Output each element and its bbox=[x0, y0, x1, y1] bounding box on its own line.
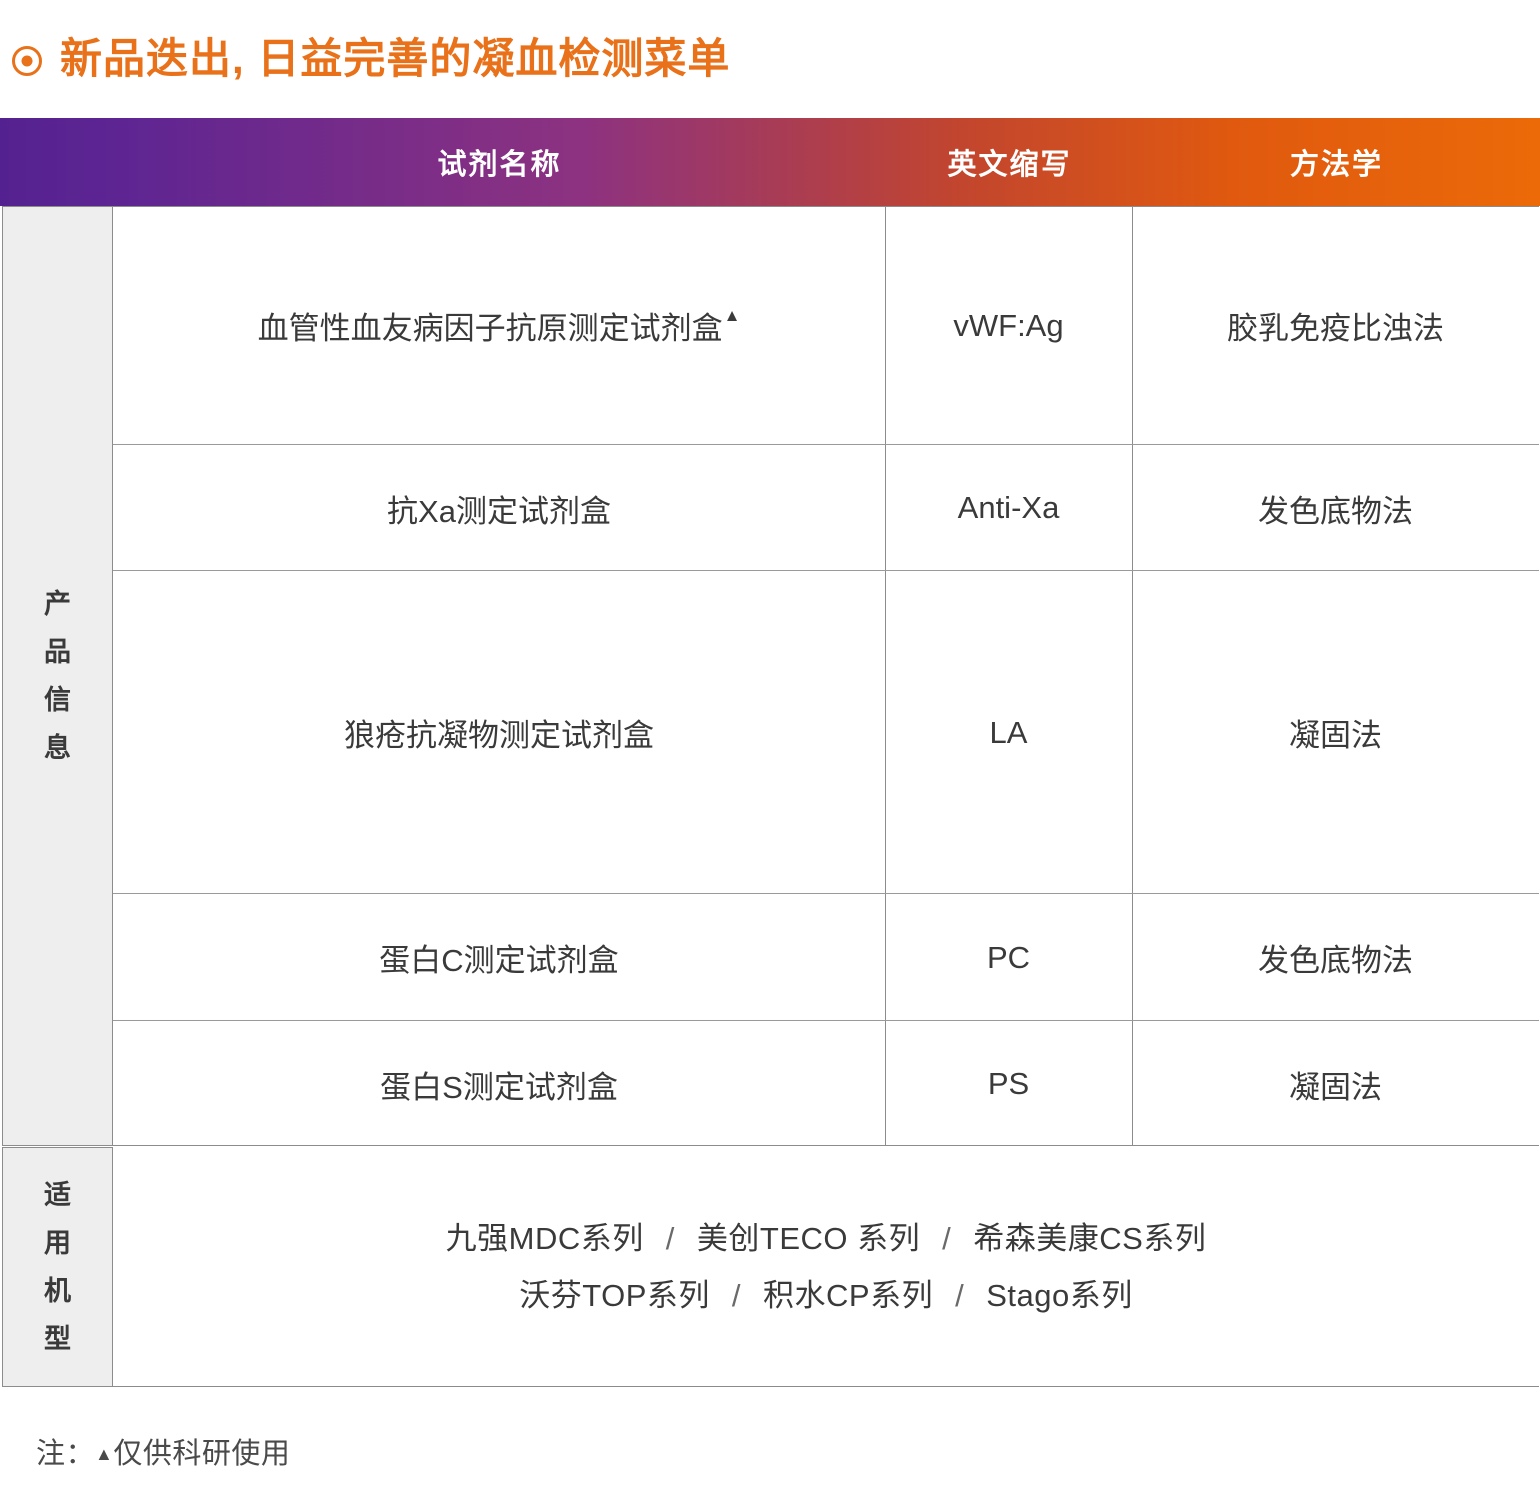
cell-abbreviation: PC bbox=[986, 939, 1031, 975]
group-label-char: 适 bbox=[44, 1179, 71, 1210]
page-title-row: 新品迭出, 日益完善的凝血检测菜单 bbox=[0, 0, 1540, 118]
cell-methodology: 胶乳免疫比浊法 bbox=[1227, 311, 1444, 346]
footnote-text: 仅供科研使用 bbox=[113, 1438, 291, 1470]
cell-reagent-name: 抗Xa测定试剂盒 bbox=[387, 493, 611, 529]
instrument-item: 沃芬TOP系列 bbox=[519, 1277, 710, 1313]
group-label-product-info: 产 品 信 息 bbox=[2, 206, 113, 1146]
footnote-prefix: 注： bbox=[36, 1438, 96, 1470]
circle-dot-icon bbox=[12, 46, 42, 76]
instrument-separator: / bbox=[665, 1220, 675, 1256]
table-row: 血管性血友病因子抗原测定试剂盒 ▲ vWF:Ag 胶乳免疫比浊法 bbox=[113, 207, 1539, 444]
table-row: 蛋白S测定试剂盒 PS 凝固法 bbox=[113, 1020, 1539, 1147]
instrument-separator: / bbox=[731, 1277, 742, 1313]
cell-abbreviation: LA bbox=[989, 714, 1028, 750]
reagent-name-text: 血管性血友病因子抗原测定试剂盒 bbox=[257, 311, 723, 346]
cell-reagent-name: 蛋白S测定试剂盒 bbox=[380, 1069, 618, 1105]
column-divider bbox=[1132, 207, 1133, 1145]
table-header: 试剂名称 英文缩写 方法学 bbox=[0, 118, 1540, 206]
group-label-char: 信 bbox=[44, 685, 71, 715]
footnote: 注：▲仅供科研使用 bbox=[0, 1388, 1540, 1472]
cell-reagent-name: 狼疮抗凝物测定试剂盒 bbox=[344, 718, 654, 753]
cell-methodology: 发色底物法 bbox=[1258, 943, 1413, 978]
cell-abbreviation: vWF:Ag bbox=[953, 307, 1064, 343]
cell-abbreviation: Anti-Xa bbox=[957, 490, 1060, 525]
instrument-item: Stago系列 bbox=[986, 1277, 1133, 1313]
cell-methodology: 凝固法 bbox=[1289, 1069, 1382, 1105]
page-title: 新品迭出, 日益完善的凝血检测菜单 bbox=[60, 35, 731, 82]
column-header-abbreviation: 英文缩写 bbox=[947, 149, 1072, 181]
group-label-char: 产 bbox=[44, 588, 71, 619]
instrument-separator: / bbox=[955, 1277, 965, 1313]
cell-reagent-name: 血管性血友病因子抗原测定试剂盒 ▲ bbox=[113, 207, 885, 444]
applicable-instruments-area: 九强MDC系列 / 美创TECO 系列 / 希森美康CS系列 沃芬TOP系列 / 积水CP系… bbox=[113, 1147, 1539, 1387]
table-row: 狼疮抗凝物测定试剂盒 LA 凝固法 bbox=[113, 570, 1539, 894]
cell-methodology: 发色底物法 bbox=[1258, 493, 1413, 529]
instrument-item: 美创TECO 系列 bbox=[696, 1220, 921, 1256]
cell-methodology: 凝固法 bbox=[1289, 718, 1382, 753]
instrument-item: 希森美康CS系列 bbox=[973, 1220, 1207, 1256]
instrument-separator: / bbox=[942, 1220, 952, 1256]
product-rows-area: 血管性血友病因子抗原测定试剂盒 ▲ vWF:Ag 胶乳免疫比浊法 抗Xa测定试剂盒… bbox=[113, 206, 1539, 1146]
table-row: 抗Xa测定试剂盒 Anti-Xa 发色底物法 bbox=[113, 444, 1539, 571]
instrument-item: 九强MDC系列 bbox=[445, 1220, 644, 1256]
group-label-char: 用 bbox=[44, 1227, 71, 1258]
group-label-product-info-text: 产 品 信 息 bbox=[44, 580, 71, 772]
instrument-line: 沃芬TOP系列 / 积水CP系列 / Stago系列 bbox=[519, 1280, 1133, 1311]
column-header-methodology: 方法学 bbox=[1289, 149, 1383, 181]
instrument-line: 九强MDC系列 / 美创TECO 系列 / 希森美康CS系列 bbox=[446, 1223, 1207, 1254]
group-label-applicable-instruments: 适 用 机 型 bbox=[2, 1147, 113, 1387]
instrument-item: 积水CP系列 bbox=[763, 1277, 934, 1313]
group-label-char: 机 bbox=[44, 1276, 71, 1306]
group-label-char: 型 bbox=[44, 1324, 71, 1355]
research-use-mark-icon: ▲ bbox=[95, 1444, 114, 1464]
column-divider bbox=[885, 207, 886, 1145]
table-body: 产 品 信 息 适 用 机 型 血管性血友病因子抗原测定试剂盒 ▲ vWF:Ag … bbox=[0, 206, 1540, 1388]
cell-abbreviation: PS bbox=[987, 1066, 1030, 1101]
group-label-char: 品 bbox=[44, 636, 71, 667]
cell-reagent-name: 蛋白C测定试剂盒 bbox=[379, 943, 619, 978]
column-header-reagent-name: 试剂名称 bbox=[437, 149, 562, 181]
group-label-applicable-instruments-text: 适 用 机 型 bbox=[44, 1171, 71, 1363]
table-main-column: 血管性血友病因子抗原测定试剂盒 ▲ vWF:Ag 胶乳免疫比浊法 抗Xa测定试剂盒… bbox=[113, 206, 1539, 1388]
group-label-char: 息 bbox=[44, 733, 71, 764]
table-row: 蛋白C测定试剂盒 PC 发色底物法 bbox=[113, 893, 1539, 1021]
